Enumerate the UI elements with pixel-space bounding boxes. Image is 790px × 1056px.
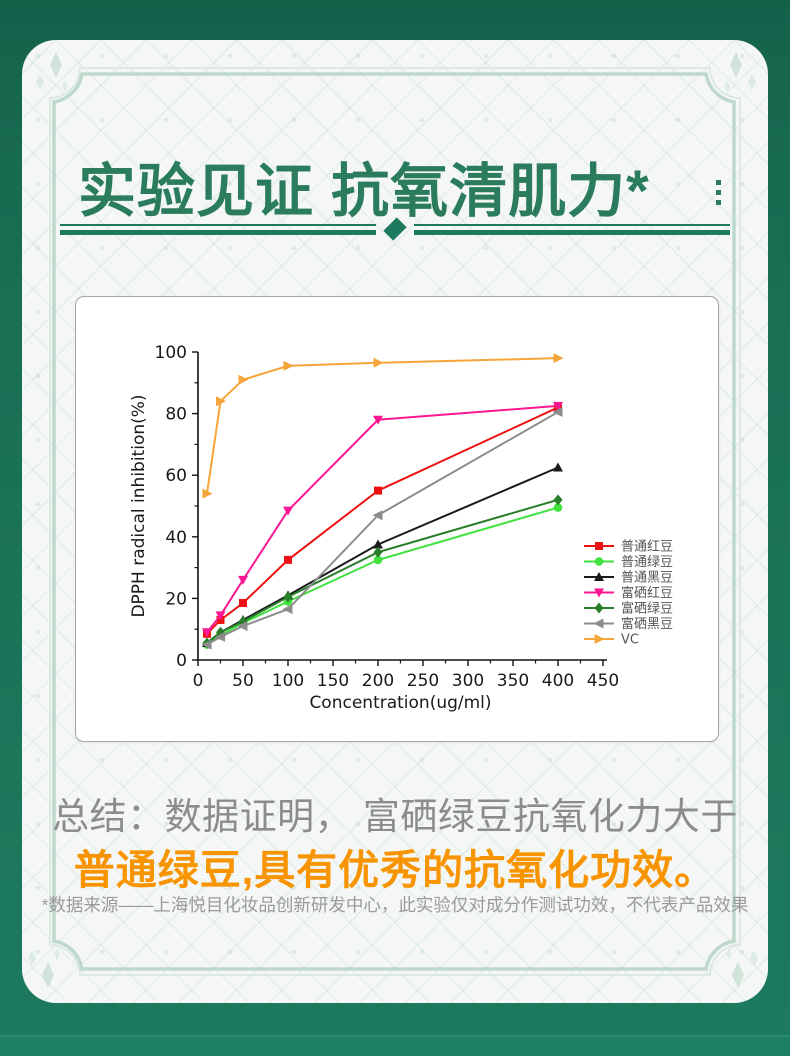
summary-line-1: 总结：数据证明， 富硒绿豆抗氧化力大于 — [52, 796, 738, 837]
svg-text:普通绿豆: 普通绿豆 — [621, 555, 673, 570]
svg-text:富硒红豆: 富硒红豆 — [621, 585, 673, 601]
svg-text:50: 50 — [232, 671, 254, 691]
svg-text:450: 450 — [587, 671, 619, 691]
svg-text:250: 250 — [407, 671, 439, 691]
svg-text:300: 300 — [452, 671, 484, 691]
svg-text:普通黑豆: 普通黑豆 — [621, 571, 673, 586]
bottom-strip — [0, 1037, 790, 1056]
sparkle-icon — [724, 52, 756, 92]
svg-text:DPPH radical inhibition(%): DPPH radical inhibition(%) — [129, 394, 149, 617]
sparkle-icon — [726, 948, 758, 988]
page-title: 实验见证 抗氧清肌力* — [78, 159, 650, 224]
antioxidant-line-chart: 0 50 100 150 200 250 300 350 400 450020406080100C… — [129, 343, 673, 713]
divider-line-left — [60, 223, 376, 235]
svg-text:400: 400 — [542, 671, 574, 691]
svg-text:100: 100 — [155, 343, 187, 363]
antioxidant-chart-panel: 0 50 100 150 200 250 300 350 400 450 0 20 40 60 80 100 C… — [75, 296, 719, 742]
svg-text:普通红豆: 普通红豆 — [621, 539, 673, 555]
footnote: *数据来源——上海悦目化妆品创新研发中心，此实验仅对成分作测试功效，不代表产品效… — [41, 895, 749, 915]
svg-text:0: 0 — [176, 651, 187, 671]
svg-text:富硒黑豆: 富硒黑豆 — [621, 616, 673, 632]
svg-text:100: 100 — [272, 671, 304, 691]
svg-text:200: 200 — [362, 671, 394, 691]
svg-text:0: 0 — [193, 671, 204, 691]
svg-text:80: 80 — [165, 405, 187, 425]
svg-text:150: 150 — [317, 671, 349, 691]
svg-text:VC: VC — [621, 633, 639, 648]
vertical-ellipsis-icon — [716, 180, 721, 205]
content-card: 实验见证 抗氧清肌力* 0 50 100 150 200 250 300 350 400 450 0… — [22, 40, 768, 1003]
svg-text:Concentration(ug/ml): Concentration(ug/ml) — [309, 693, 491, 713]
svg-text:20: 20 — [165, 589, 187, 609]
svg-text:350: 350 — [497, 671, 529, 691]
title-divider — [60, 217, 730, 241]
svg-text:60: 60 — [165, 466, 187, 486]
divider-line-right — [414, 223, 730, 235]
bottom-divider-line — [0, 1035, 790, 1037]
summary-line-2: 普通绿豆,具有优秀的抗氧化功效。 — [73, 847, 717, 893]
svg-text:富硒绿豆: 富硒绿豆 — [621, 601, 673, 617]
sparkle-icon — [28, 948, 60, 988]
svg-text:40: 40 — [165, 528, 187, 548]
decorative-frame — [49, 67, 741, 976]
sparkle-icon — [36, 52, 68, 92]
